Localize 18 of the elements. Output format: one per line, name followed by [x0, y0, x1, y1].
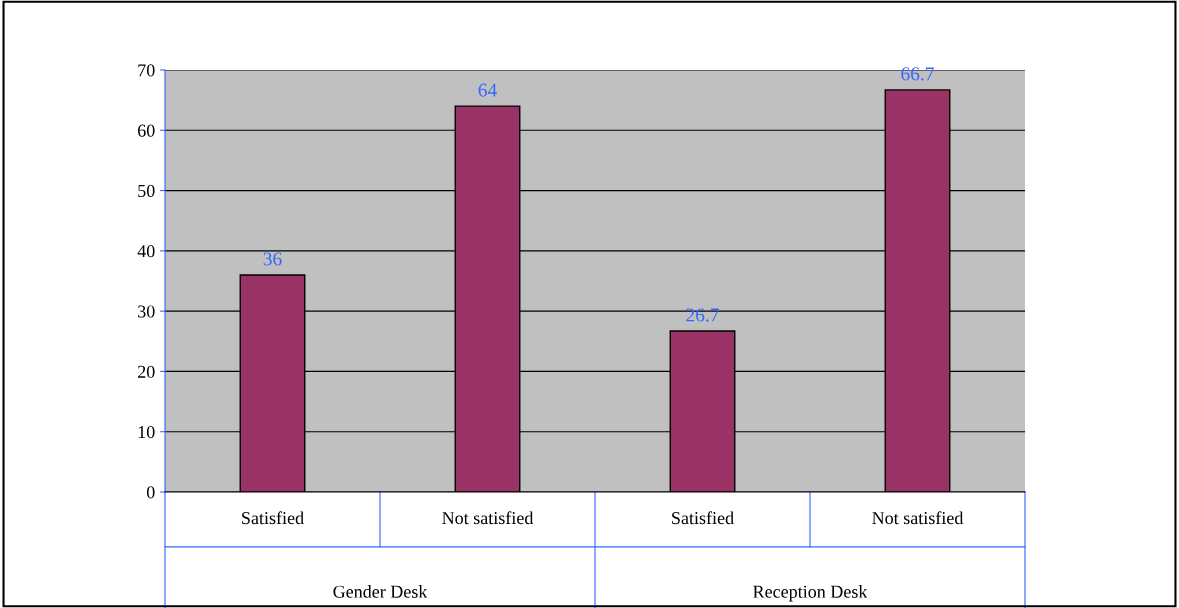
- data-label: 64: [478, 83, 497, 97]
- x-tick-label: Not satisfied: [872, 511, 964, 525]
- x-tick-label: Satisfied: [242, 511, 304, 525]
- y-tick-label: 70: [138, 64, 155, 77]
- y-tick-label: 10: [138, 425, 155, 439]
- text: Reception Desk: [753, 585, 868, 602]
- x-tick-label: Not satisfied: [442, 511, 534, 525]
- y-tick-label: 40: [137, 245, 155, 258]
- data-label: 66.7: [901, 67, 934, 81]
- text: Gender Desk: [333, 585, 428, 598]
- y-tick-label: 20: [138, 365, 155, 378]
- y-tick-label: 60: [138, 124, 155, 137]
- y-tick-label: 0: [146, 486, 155, 499]
- y-tick-label: 30: [138, 305, 155, 318]
- data-label: 36: [263, 252, 282, 266]
- x-tick-label: Satisfied: [672, 511, 734, 525]
- y-tick-label: 50: [138, 184, 155, 198]
- data-label: 26.7: [686, 308, 719, 322]
